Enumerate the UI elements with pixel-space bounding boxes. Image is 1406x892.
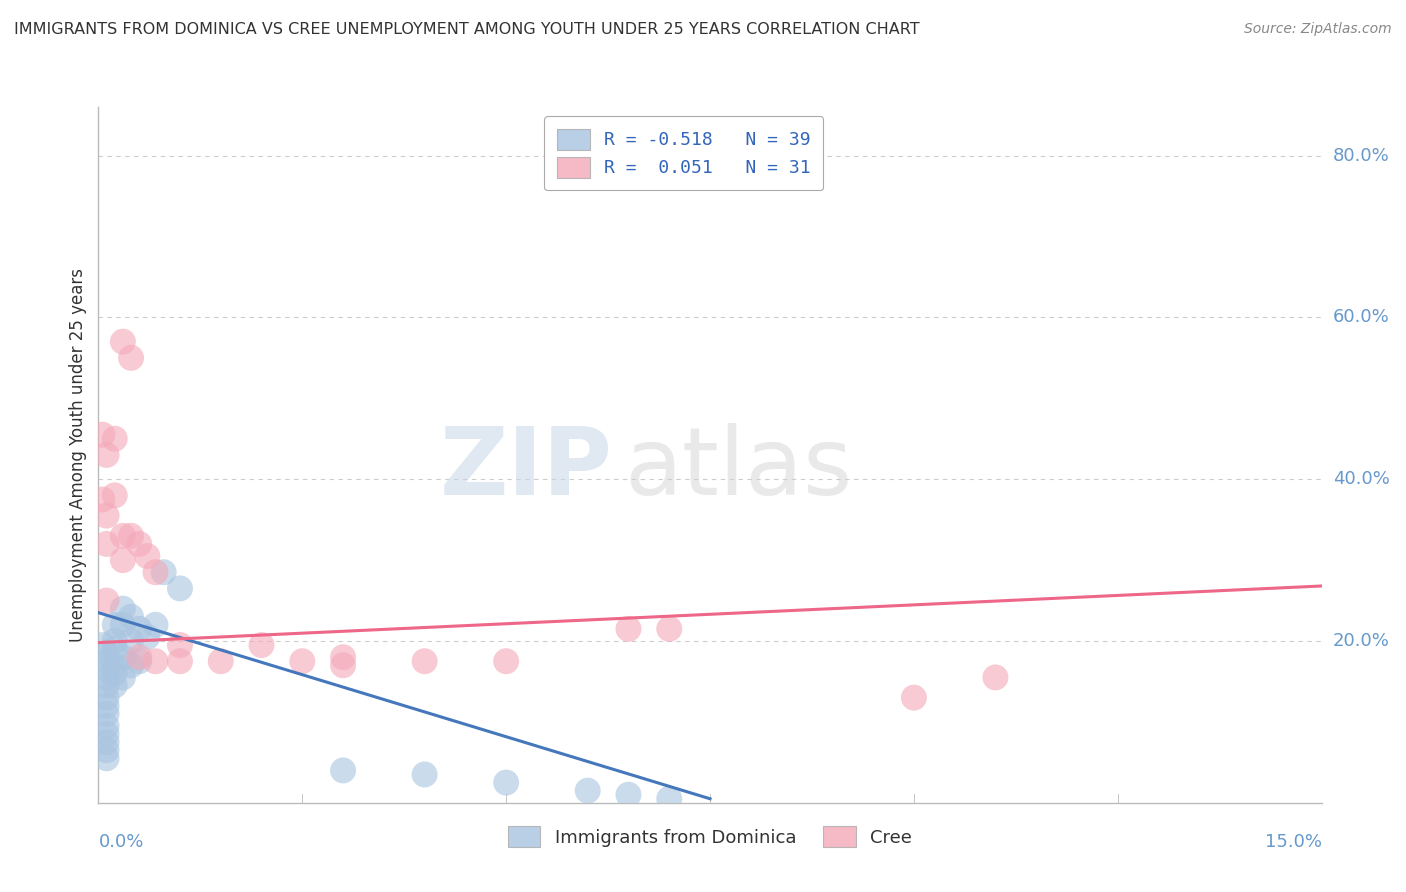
Point: [169, 582, 191, 596]
Point: [104, 666, 127, 681]
Point: [111, 529, 134, 543]
Point: [658, 622, 681, 636]
Point: [96, 537, 118, 551]
Point: [291, 654, 314, 668]
Text: 80.0%: 80.0%: [1333, 146, 1389, 165]
Point: [576, 783, 599, 797]
Text: Source: ZipAtlas.com: Source: ZipAtlas.com: [1244, 22, 1392, 37]
Point: [111, 617, 134, 632]
Point: [128, 622, 150, 636]
Point: [104, 642, 127, 657]
Text: 40.0%: 40.0%: [1333, 470, 1389, 488]
Point: [111, 553, 134, 567]
Point: [96, 508, 118, 523]
Text: 60.0%: 60.0%: [1333, 309, 1389, 326]
Point: [120, 529, 142, 543]
Point: [658, 791, 681, 805]
Point: [332, 764, 354, 778]
Point: [96, 727, 118, 741]
Point: [96, 654, 118, 668]
Point: [111, 334, 134, 349]
Point: [145, 617, 167, 632]
Text: 15.0%: 15.0%: [1264, 833, 1322, 851]
Text: IMMIGRANTS FROM DOMINICA VS CREE UNEMPLOYMENT AMONG YOUTH UNDER 25 YEARS CORRELA: IMMIGRANTS FROM DOMINICA VS CREE UNEMPLO…: [14, 22, 920, 37]
Point: [169, 654, 191, 668]
Point: [96, 678, 118, 692]
Point: [128, 537, 150, 551]
Point: [96, 743, 118, 757]
Point: [96, 646, 118, 660]
Point: [136, 549, 159, 563]
Point: [104, 634, 127, 648]
Text: 0.0%: 0.0%: [98, 833, 143, 851]
Point: [128, 654, 150, 668]
Point: [152, 566, 174, 580]
Point: [903, 690, 925, 705]
Point: [96, 735, 118, 749]
Point: [96, 593, 118, 607]
Point: [96, 751, 118, 765]
Point: [104, 432, 127, 446]
Point: [111, 670, 134, 684]
Point: [96, 690, 118, 705]
Point: [120, 634, 142, 648]
Point: [413, 767, 436, 781]
Point: [332, 650, 354, 665]
Point: [91, 492, 114, 507]
Point: [104, 617, 127, 632]
Y-axis label: Unemployment Among Youth under 25 years: Unemployment Among Youth under 25 years: [69, 268, 87, 642]
Point: [145, 566, 167, 580]
Point: [495, 654, 517, 668]
Point: [96, 706, 118, 721]
Point: [96, 662, 118, 676]
Point: [96, 719, 118, 733]
Point: [104, 488, 127, 502]
Point: [332, 658, 354, 673]
Legend: Immigrants from Dominica, Cree: Immigrants from Dominica, Cree: [495, 814, 925, 860]
Point: [91, 427, 114, 442]
Point: [120, 609, 142, 624]
Point: [413, 654, 436, 668]
Point: [136, 630, 159, 644]
Point: [120, 351, 142, 365]
Point: [984, 670, 1007, 684]
Point: [128, 650, 150, 665]
Point: [250, 638, 273, 652]
Text: 20.0%: 20.0%: [1333, 632, 1389, 650]
Point: [111, 601, 134, 615]
Point: [209, 654, 232, 668]
Text: atlas: atlas: [624, 423, 852, 515]
Point: [495, 775, 517, 789]
Point: [104, 678, 127, 692]
Point: [169, 638, 191, 652]
Point: [617, 622, 640, 636]
Point: [96, 698, 118, 713]
Point: [91, 638, 114, 652]
Point: [104, 658, 127, 673]
Point: [145, 654, 167, 668]
Point: [120, 658, 142, 673]
Point: [111, 650, 134, 665]
Text: ZIP: ZIP: [439, 423, 612, 515]
Point: [96, 448, 118, 462]
Point: [96, 670, 118, 684]
Point: [617, 788, 640, 802]
